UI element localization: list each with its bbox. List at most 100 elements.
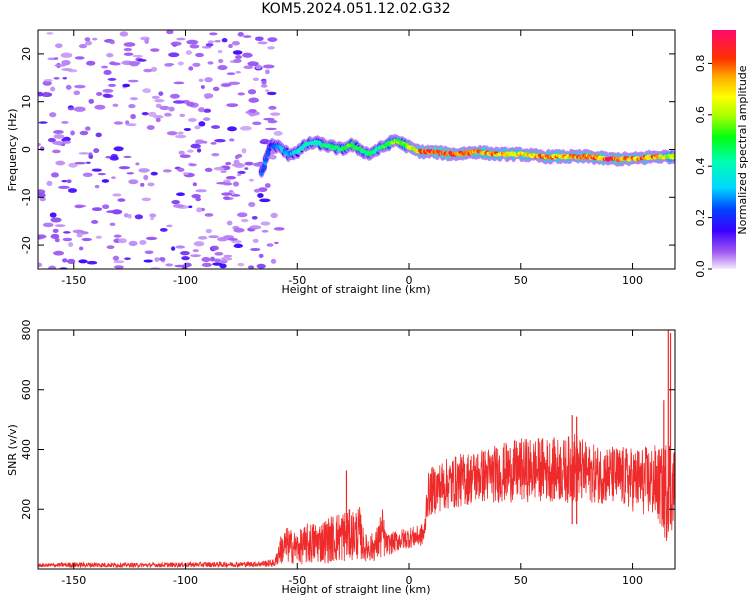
- noise-blob: [189, 44, 200, 49]
- noise-blob: [219, 259, 228, 264]
- ridge-core: [267, 147, 272, 152]
- noise-blob: [242, 52, 253, 58]
- noise-blob: [78, 246, 84, 251]
- noise-blob: [74, 204, 84, 209]
- noise-blob: [63, 231, 71, 234]
- noise-blob: [242, 35, 252, 38]
- noise-blob: [221, 38, 228, 43]
- noise-blob: [217, 49, 223, 54]
- noise-blob: [159, 227, 168, 232]
- noise-blob: [211, 125, 221, 129]
- noise-blob: [191, 193, 201, 199]
- noise-blob: [223, 196, 230, 200]
- noise-blob: [259, 198, 271, 203]
- spectrogram-heatmap: [38, 30, 675, 269]
- noise-blob: [155, 117, 161, 123]
- noise-blob: [223, 254, 233, 258]
- noise-blob: [273, 227, 285, 231]
- noise-blob: [260, 221, 271, 226]
- noise-blob: [168, 52, 180, 58]
- noise-blob: [247, 61, 259, 67]
- noise-blob: [210, 141, 217, 145]
- noise-blob: [112, 193, 122, 197]
- colorbar-tick-label: 0.8: [694, 55, 707, 72]
- noise-blob: [39, 146, 45, 152]
- noise-blob: [233, 227, 245, 233]
- noise-blob: [192, 62, 201, 67]
- noise-blob: [106, 210, 118, 214]
- noise-blob: [201, 262, 212, 268]
- noise-blob: [94, 104, 106, 110]
- noise-blob: [126, 172, 134, 175]
- noise-blob: [177, 61, 184, 66]
- ridge-core: [265, 153, 270, 158]
- noise-blob: [154, 98, 165, 103]
- noise-blob: [164, 63, 173, 67]
- noise-blob: [249, 178, 254, 182]
- noise-blob: [111, 62, 121, 66]
- noise-blob: [170, 41, 182, 46]
- noise-blob: [143, 68, 153, 73]
- noise-blob: [122, 83, 131, 88]
- noise-blob: [256, 263, 266, 269]
- noise-blob: [227, 237, 238, 241]
- noise-blob: [267, 119, 278, 124]
- noise-blob: [52, 149, 61, 154]
- noise-blob: [102, 204, 110, 210]
- noise-blob: [219, 263, 227, 269]
- noise-blob: [197, 107, 205, 113]
- noise-blob: [174, 264, 186, 268]
- noise-blob: [123, 42, 136, 47]
- noise-blob: [150, 217, 155, 221]
- noise-blob: [125, 123, 137, 127]
- noise-blob: [181, 256, 190, 261]
- noise-blob: [130, 113, 136, 120]
- noise-blob: [270, 258, 277, 264]
- noise-blob: [274, 241, 279, 245]
- noise-blob: [111, 176, 116, 179]
- colorbar-tick-label: 0.2: [694, 209, 707, 227]
- noise-blob: [214, 39, 221, 43]
- noise-blob: [265, 127, 277, 131]
- noise-blob: [92, 37, 98, 41]
- noise-blob: [91, 168, 102, 172]
- noise-blob: [130, 97, 138, 101]
- noise-blob: [78, 152, 90, 155]
- noise-blob: [243, 65, 254, 70]
- y-tick-label: 800: [20, 320, 33, 341]
- noise-blob: [113, 260, 125, 264]
- noise-blob: [173, 81, 185, 85]
- noise-blob: [231, 163, 243, 167]
- noise-blob: [73, 90, 81, 96]
- noise-blob: [109, 156, 119, 161]
- noise-blob: [228, 43, 233, 49]
- snr-x-label: Height of straight line (km): [281, 583, 430, 596]
- noise-blob: [267, 46, 275, 50]
- noise-blob: [127, 213, 132, 219]
- noise-blob: [164, 112, 172, 117]
- noise-blob: [186, 101, 195, 107]
- noise-blob: [123, 155, 132, 159]
- noise-blob: [222, 182, 233, 186]
- noise-blob: [144, 38, 149, 44]
- noise-blob: [270, 112, 281, 116]
- noise-blob: [166, 30, 174, 35]
- noise-blob: [153, 114, 164, 119]
- noise-blob: [100, 65, 109, 69]
- noise-blob: [88, 98, 95, 104]
- noise-blob: [231, 40, 240, 46]
- noise-blob: [47, 137, 56, 143]
- noise-blob: [109, 40, 115, 45]
- noise-blob: [211, 245, 219, 251]
- noise-blob: [49, 212, 57, 218]
- noise-blob: [202, 117, 211, 121]
- colorbar-ticks: 0.0 0.2 0.4 0.6 0.8: [694, 55, 712, 278]
- noise-blob: [267, 37, 278, 42]
- noise-blob: [74, 56, 85, 60]
- noise-blob: [217, 236, 229, 242]
- noise-blob: [201, 257, 211, 263]
- noise-blob: [140, 182, 145, 187]
- noise-blob: [190, 143, 201, 149]
- noise-blob: [241, 148, 247, 154]
- noise-blob: [150, 171, 158, 176]
